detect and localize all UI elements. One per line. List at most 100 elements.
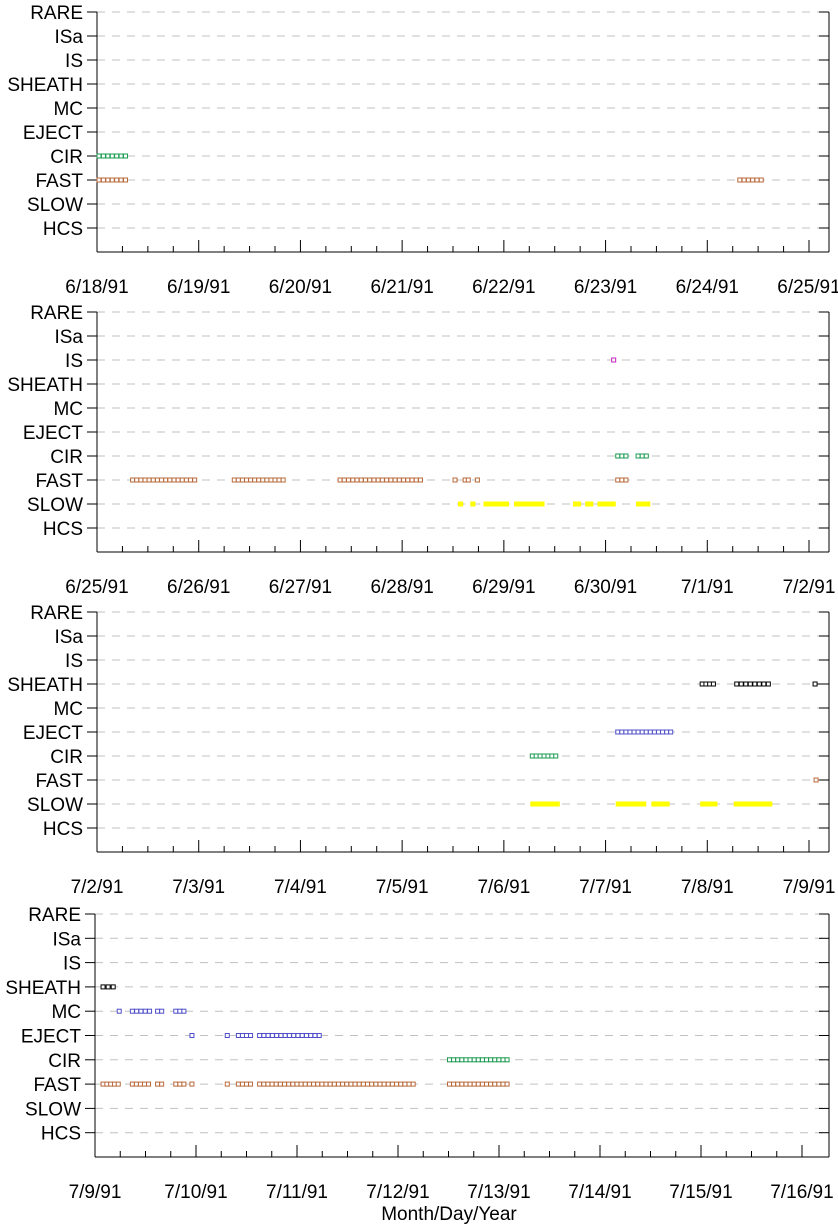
interval-marker (410, 1081, 416, 1087)
category-label: MC (53, 399, 83, 420)
interval-marker (488, 1057, 494, 1063)
interval-marker-group (635, 453, 649, 459)
category-label: RARE (30, 3, 83, 24)
interval-marker (189, 1033, 195, 1038)
interval-marker (615, 729, 621, 735)
category-label: IS (63, 954, 81, 975)
interval-marker (463, 1057, 469, 1063)
interval-marker (500, 1081, 506, 1087)
interval-marker (115, 1081, 121, 1087)
interval-marker (295, 1033, 301, 1038)
interval-marker (465, 477, 471, 483)
interval-marker (159, 1008, 165, 1014)
slow-interval-bar (615, 801, 647, 807)
category-label: CIR (50, 747, 83, 768)
interval-marker (312, 1033, 318, 1038)
interval-marker (142, 1081, 147, 1087)
interval-marker (401, 477, 407, 483)
interval-marker (668, 729, 674, 735)
interval-marker-group (699, 681, 716, 687)
interval-marker (171, 477, 177, 483)
category-label: RARE (30, 603, 83, 624)
interval-marker-group (615, 453, 629, 459)
interval-marker (471, 1057, 477, 1063)
interval-marker (402, 1081, 408, 1087)
chart-panel: RARE ISa IS SHEATH MC EJECT CIR FAST SLOW HCS 6/25… (7, 303, 835, 598)
interval-marker-group (446, 1081, 510, 1087)
interval-marker (623, 729, 629, 735)
category-label: HCS (41, 1124, 81, 1145)
interval-marker (150, 477, 156, 483)
interval-marker-group (173, 1008, 187, 1014)
x-tick-label: 6/27/91 (269, 577, 332, 598)
interval-marker (105, 153, 111, 159)
interval-marker (261, 1081, 267, 1087)
interval-marker (752, 681, 758, 687)
interval-marker (244, 477, 250, 483)
category-label: SHEATH (7, 675, 83, 696)
interval-marker (235, 477, 241, 483)
interval-marker (100, 177, 106, 183)
x-tick-label: 6/18/91 (65, 277, 128, 298)
interval-marker-group (100, 984, 116, 990)
interval-marker (155, 1008, 161, 1014)
interval-marker (761, 681, 767, 687)
interval-marker (385, 1081, 391, 1087)
interval-marker (181, 1008, 187, 1014)
interval-marker (758, 177, 764, 183)
x-tick-label: 7/16/91 (770, 1182, 833, 1203)
interval-marker (745, 177, 751, 183)
interval-marker (549, 753, 555, 759)
interval-marker (754, 177, 760, 183)
interval-marker (635, 729, 641, 735)
category-label: CIR (48, 1051, 81, 1072)
interval-marker (183, 477, 189, 483)
interval-marker (248, 1081, 254, 1087)
x-tick-label: 7/8/91 (681, 877, 734, 898)
interval-marker (224, 1081, 230, 1087)
interval-marker (177, 1008, 183, 1014)
interval-marker (623, 453, 629, 459)
category-label: EJECT (23, 423, 84, 444)
interval-marker (252, 477, 258, 483)
interval-marker (278, 1033, 284, 1038)
category-label: ISa (54, 27, 83, 48)
category-label: FAST (33, 1075, 81, 1096)
interval-marker (118, 153, 124, 159)
interval-marker (413, 477, 419, 483)
interval-marker (623, 477, 629, 483)
interval-marker (492, 1081, 498, 1087)
category-label: FAST (35, 771, 83, 792)
interval-marker (484, 1081, 490, 1087)
category-label: SLOW (27, 495, 83, 516)
interval-marker (537, 753, 543, 759)
interval-marker-group (130, 477, 198, 483)
slow-interval-bar (597, 501, 616, 507)
interval-marker (134, 477, 140, 483)
slow-interval-bar (585, 501, 594, 507)
category-label: SLOW (25, 1099, 81, 1120)
interval-marker (331, 1081, 337, 1087)
interval-marker (323, 1081, 329, 1087)
interval-marker (533, 753, 539, 759)
interval-marker (327, 1081, 333, 1087)
interval-marker-group (173, 1081, 187, 1087)
interval-marker (541, 753, 547, 759)
interval-marker (260, 477, 266, 483)
slow-interval-bar (636, 501, 651, 507)
interval-marker (619, 729, 625, 735)
interval-marker (137, 1081, 143, 1087)
slow-interval-bar (651, 801, 670, 807)
slow-interval-bar (733, 801, 773, 807)
interval-marker (248, 1033, 254, 1038)
interval-marker (459, 1081, 465, 1087)
interval-marker (265, 1081, 271, 1087)
slow-interval-bar (573, 501, 582, 507)
interval-marker (409, 477, 415, 483)
interval-marker (256, 477, 262, 483)
interval-marker (163, 477, 169, 483)
slow-interval-bar (458, 501, 464, 507)
interval-marker (235, 1033, 241, 1038)
interval-marker-group (189, 1081, 195, 1087)
